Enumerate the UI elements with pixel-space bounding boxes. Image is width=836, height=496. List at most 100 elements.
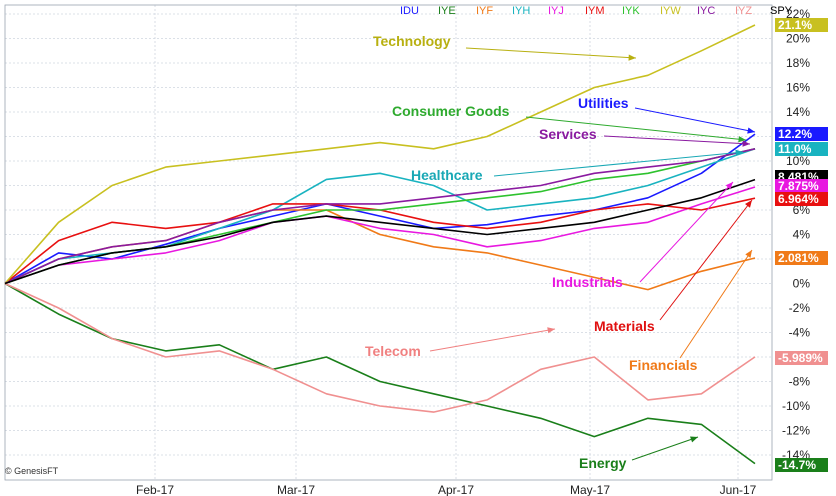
annotation-energy: Energy bbox=[579, 455, 627, 471]
y-tick-label: 4% bbox=[793, 228, 811, 242]
end-label: 7.875% bbox=[775, 179, 828, 193]
grid-lines bbox=[4, 4, 773, 481]
y-axis-ticks: 22%20%18%16%14%12%10%8%6%4%2%0%-2%-4%-6%… bbox=[782, 7, 810, 462]
end-label-text: 21.1% bbox=[778, 18, 812, 32]
legend-item-iyf: IYF bbox=[476, 5, 493, 17]
legend-item-iym: IYM bbox=[585, 5, 605, 17]
y-tick-label: 22% bbox=[786, 7, 810, 21]
y-tick-label: 0% bbox=[793, 277, 811, 291]
y-tick-label: 16% bbox=[786, 81, 810, 95]
y-tick-label: -8% bbox=[789, 375, 811, 389]
y-tick-label: -12% bbox=[782, 424, 810, 438]
legend-item-iyj: IYJ bbox=[548, 5, 564, 17]
annotation-arrow bbox=[639, 181, 734, 283]
annotation-arrow bbox=[429, 328, 556, 352]
annotation-materials: Materials bbox=[594, 318, 655, 334]
end-label: -14.7% bbox=[775, 458, 828, 472]
legend-item-iyh: IYH bbox=[512, 5, 530, 17]
series-line-iye bbox=[4, 282, 756, 465]
legend-item-iye: IYE bbox=[438, 5, 456, 17]
series-line-iyw bbox=[4, 24, 756, 285]
end-label-text: 6.964% bbox=[778, 192, 819, 206]
y-tick-label: -2% bbox=[789, 301, 811, 315]
annotation-consumer-goods: Consumer Goods bbox=[392, 103, 510, 119]
annotation-financials: Financials bbox=[629, 357, 698, 373]
end-label-text: 12.2% bbox=[778, 127, 812, 141]
end-label-text: 7.875% bbox=[778, 179, 819, 193]
annotation-industrials: Industrials bbox=[552, 274, 623, 290]
series-line-spy bbox=[4, 178, 756, 285]
legend-item-idu: IDU bbox=[400, 5, 419, 17]
x-tick-label: Jun-17 bbox=[720, 483, 757, 496]
arrow-head bbox=[690, 436, 698, 443]
end-label: 12.2% bbox=[775, 127, 828, 141]
end-label-text: -14.7% bbox=[778, 458, 816, 472]
end-label-bg bbox=[775, 192, 828, 206]
end-label-bg bbox=[775, 351, 828, 365]
x-tick-label: Apr-17 bbox=[438, 483, 474, 496]
annotation-arrow bbox=[679, 249, 753, 359]
y-tick-label: 20% bbox=[786, 32, 810, 46]
annotation-arrow bbox=[603, 135, 751, 145]
plot-frame bbox=[4, 4, 773, 481]
y-tick-label: 18% bbox=[786, 56, 810, 70]
end-label: 2.081% bbox=[775, 251, 828, 265]
arrow-head bbox=[745, 250, 752, 258]
end-label-text: 11.0% bbox=[778, 142, 812, 156]
series-lines bbox=[4, 24, 756, 465]
legend-item-iyk: IYK bbox=[622, 5, 640, 17]
arrow-head bbox=[628, 54, 636, 61]
series-line-idu bbox=[4, 133, 756, 285]
end-label-bg bbox=[775, 127, 828, 141]
y-tick-label: -4% bbox=[789, 326, 811, 340]
series-line-iyc bbox=[4, 148, 756, 285]
annotation-arrows bbox=[429, 47, 756, 461]
annotation-arrow bbox=[634, 107, 756, 133]
series-line-iyz bbox=[4, 282, 756, 413]
end-label-bg bbox=[775, 458, 828, 472]
y-tick-label: -10% bbox=[782, 399, 810, 413]
legend-item-iyw: IYW bbox=[660, 5, 681, 17]
end-label-text: -5.989% bbox=[778, 351, 823, 365]
end-label-bg bbox=[775, 18, 828, 32]
annotation-arrow bbox=[493, 151, 744, 177]
end-label: -5.989% bbox=[775, 351, 828, 365]
end-label: 21.1% bbox=[775, 18, 828, 32]
legend-item-spy: SPY bbox=[770, 5, 793, 17]
x-tick-label: May-17 bbox=[570, 483, 610, 496]
arrow-head bbox=[725, 182, 733, 190]
annotation-telecom: Telecom bbox=[365, 343, 421, 359]
annotation-arrow bbox=[465, 47, 637, 59]
arrow-head bbox=[745, 200, 752, 208]
end-label-text: 2.081% bbox=[778, 251, 819, 265]
legend-item-iyc: IYC bbox=[697, 5, 715, 17]
series-line-iyj bbox=[4, 186, 756, 285]
legend-item-iyz: IYZ bbox=[735, 5, 752, 17]
arrow-head bbox=[547, 327, 555, 334]
x-tick-label: Feb-17 bbox=[136, 483, 174, 496]
annotation-arrow bbox=[659, 199, 753, 321]
arrow-head bbox=[735, 149, 743, 156]
annotation-healthcare: Healthcare bbox=[411, 167, 483, 183]
arrow-head bbox=[742, 140, 750, 147]
end-label-bg bbox=[775, 251, 828, 265]
end-value-labels: 21.1%12.2%11.0%8.481%7.875%6.964%2.081%-… bbox=[775, 18, 828, 472]
annotation-utilities: Utilities bbox=[578, 95, 629, 111]
y-tick-label: 6% bbox=[793, 203, 811, 217]
x-axis-ticks: Feb-17 Mar-17 Apr-17 May-17 Jun-17 bbox=[136, 483, 757, 496]
annotation-services: Services bbox=[539, 126, 597, 142]
end-label-bg bbox=[775, 142, 828, 156]
y-tick-label: 14% bbox=[786, 105, 810, 119]
end-label: 11.0% bbox=[775, 142, 828, 156]
arrow-head bbox=[747, 127, 755, 134]
annotation-technology: Technology bbox=[373, 33, 451, 49]
copyright-text: © GenesisFT bbox=[5, 466, 59, 476]
annotation-labels: Technology Consumer Goods Utilities Service… bbox=[365, 33, 698, 471]
arrow-head bbox=[738, 136, 746, 143]
annotation-arrow bbox=[631, 436, 699, 461]
legend: IDU IYE IYF IYH IYJ IYM IYK IYW IYC IYZ SPY bbox=[400, 5, 793, 17]
end-label: 6.964% bbox=[775, 192, 828, 206]
y-tick-label: 10% bbox=[786, 154, 810, 168]
end-label-bg bbox=[775, 179, 828, 193]
